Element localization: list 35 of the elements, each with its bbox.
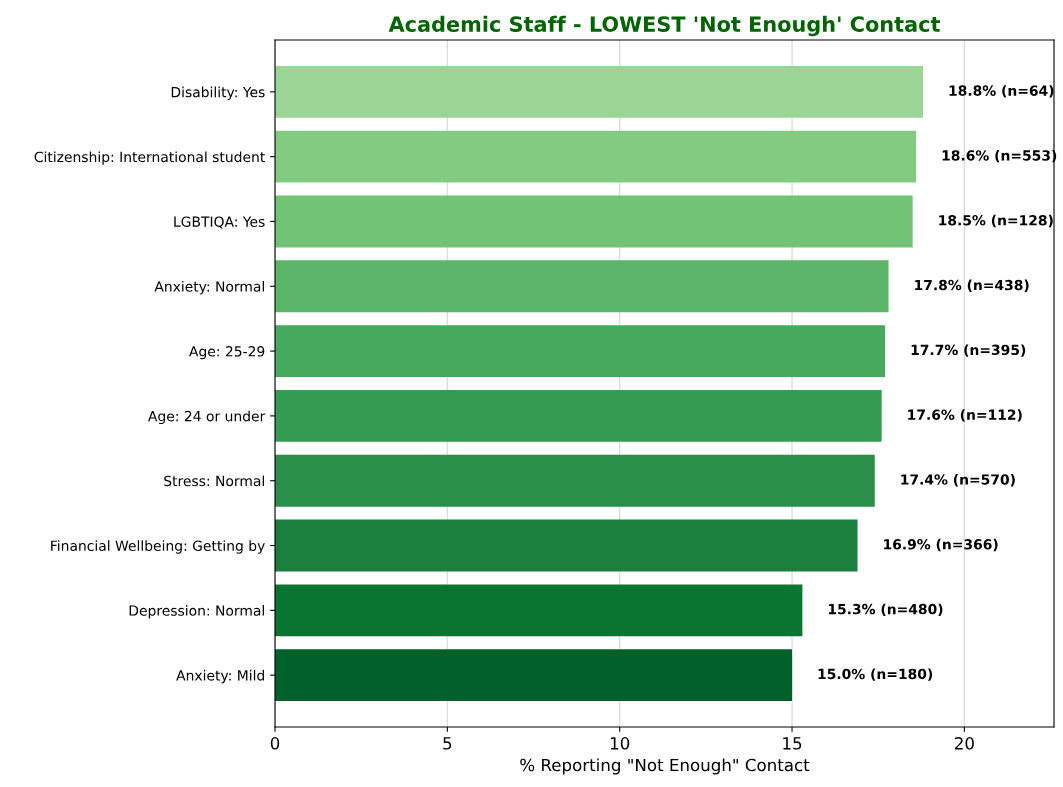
y-tick-label: Disability: Yes [171, 86, 265, 101]
chart-title: Academic Staff - LOWEST 'Not Enough' Contact [388, 15, 940, 37]
data-label: 18.5% (n=128) [939, 214, 1053, 228]
y-tick-label: Stress: Normal [164, 475, 264, 487]
x-tick-label: 15 [783, 737, 802, 750]
data-label: 15.3% (n=480) [828, 603, 943, 616]
data-label: 15.0% (n=180) [818, 668, 933, 681]
y-tick-label: Depression: Normal [129, 605, 264, 619]
data-label: 16.9% (n=366) [884, 538, 998, 552]
bar [275, 584, 803, 637]
y-tick-label: LGBTIQA: Yes [174, 216, 265, 229]
bar [275, 389, 882, 442]
x-axis-title: % Reporting "Not Enough" Contact [520, 758, 810, 775]
x-tick-label: 10 [610, 737, 630, 750]
y-tick-label: Anxiety: Mild [176, 669, 265, 684]
data-label: 17.8% (n=438) [915, 279, 1029, 292]
y-tick-label: Age: 25-29 [189, 346, 265, 360]
bar [275, 649, 793, 702]
data-label: 17.4% (n=570) [901, 474, 1015, 487]
bar [275, 130, 917, 183]
y-tick-label: Age: 24 or under [148, 410, 266, 425]
x-tick-label: 0 [270, 737, 280, 750]
data-label: 17.6% (n=112) [908, 409, 1022, 422]
bar [275, 195, 913, 248]
bar [275, 325, 886, 378]
bar [275, 454, 875, 507]
y-tick-label: Citizenship: International student [34, 151, 265, 165]
bar [275, 519, 858, 572]
y-tick-label: Financial Wellbeing: Getting by [51, 540, 265, 554]
y-tick-label: Anxiety: Normal [154, 281, 264, 295]
data-label: 17.7% (n=395) [911, 344, 1026, 357]
x-tick-label: 5 [443, 737, 452, 750]
bar [275, 65, 924, 118]
x-tick-label: 20 [955, 737, 974, 750]
bar [275, 260, 889, 313]
